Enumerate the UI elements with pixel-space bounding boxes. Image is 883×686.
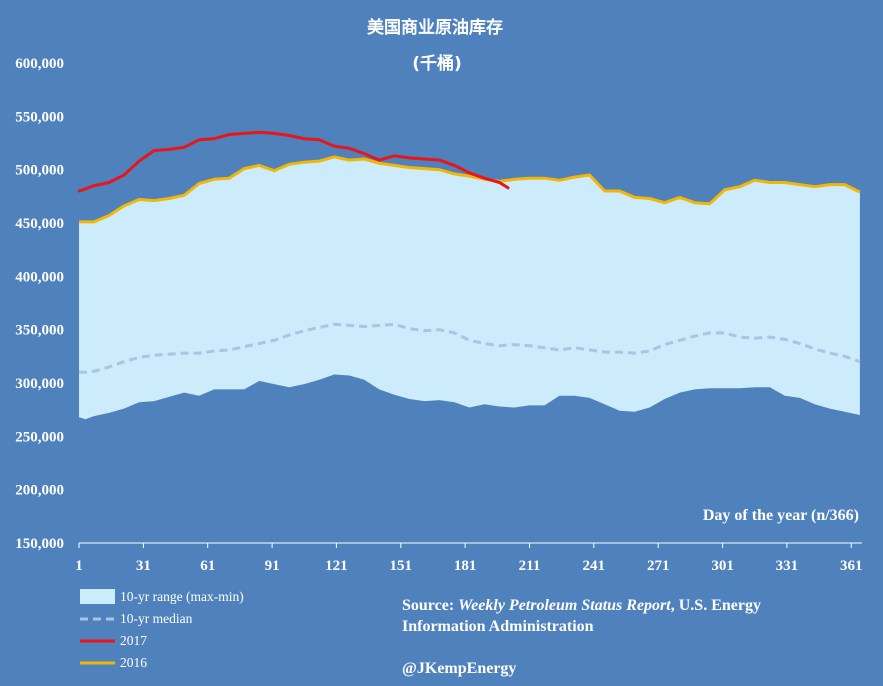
source-note: Source: Weekly Petroleum Status Report, … [402,597,761,677]
source-line-2: Information Administration [402,618,594,635]
chart-title: 美国商业原油库存 [367,17,503,38]
x-tick-label: 1 [75,558,83,574]
y-tick-label: 350,000 [15,323,64,339]
y-tick-label: 300,000 [15,376,64,392]
x-tick-label: 151 [390,558,413,574]
legend-label-2017: 2017 [120,633,147,648]
x-axis: 1 31 61 91 121 151 181 211 241 271 301 331 361 [75,542,863,574]
y-tick-label: 450,000 [15,216,64,232]
series-2016-line [79,155,861,224]
x-axis-label: Day of the year (n/366) [703,507,859,524]
legend: 10-yr range (max-min) 10-yr median 2017 … [80,589,244,670]
x-tick-label: 121 [325,558,348,574]
chart-subtitle: (千桶) [412,53,462,74]
legend-label-median: 10-yr median [120,611,193,626]
x-tick-label: 331 [776,558,799,574]
plot-area [77,130,861,420]
series-2017-line [77,130,510,193]
source-line-1: Source: Weekly Petroleum Status Report, … [402,597,761,614]
x-tick-label: 361 [840,558,863,574]
source-report: Weekly Petroleum Status Report [458,597,671,614]
legend-swatch-range [80,589,115,604]
y-tick-label: 550,000 [15,109,64,125]
twitter-handle: @JKempEnergy [402,660,516,677]
x-tick-label: 61 [200,558,215,574]
x-tick-label: 271 [647,558,670,574]
source-prefix: Source: [402,597,458,614]
x-tick-label: 181 [454,558,477,574]
y-tick-label: 500,000 [15,163,64,179]
y-tick-label: 400,000 [15,269,64,285]
y-tick-label: 200,000 [15,483,64,499]
x-tick-label: 241 [583,558,606,574]
legend-label-2016: 2016 [120,655,147,670]
legend-label-range: 10-yr range (max-min) [120,589,244,604]
range-band [79,156,860,420]
median-line [79,322,861,374]
y-tick-label: 150,000 [15,536,64,552]
source-line1-suffix: , U.S. Energy [671,597,761,614]
x-tick-label: 31 [136,558,151,574]
x-tick-label: 301 [711,558,734,574]
y-tick-label: 250,000 [15,429,64,445]
y-tick-label: 600,000 [15,56,64,72]
y-axis: 150,000 200,000 250,000 300,000 350,000 400,0… [15,56,64,552]
x-tick-label: 91 [265,558,280,574]
x-tick-label: 211 [519,558,541,574]
